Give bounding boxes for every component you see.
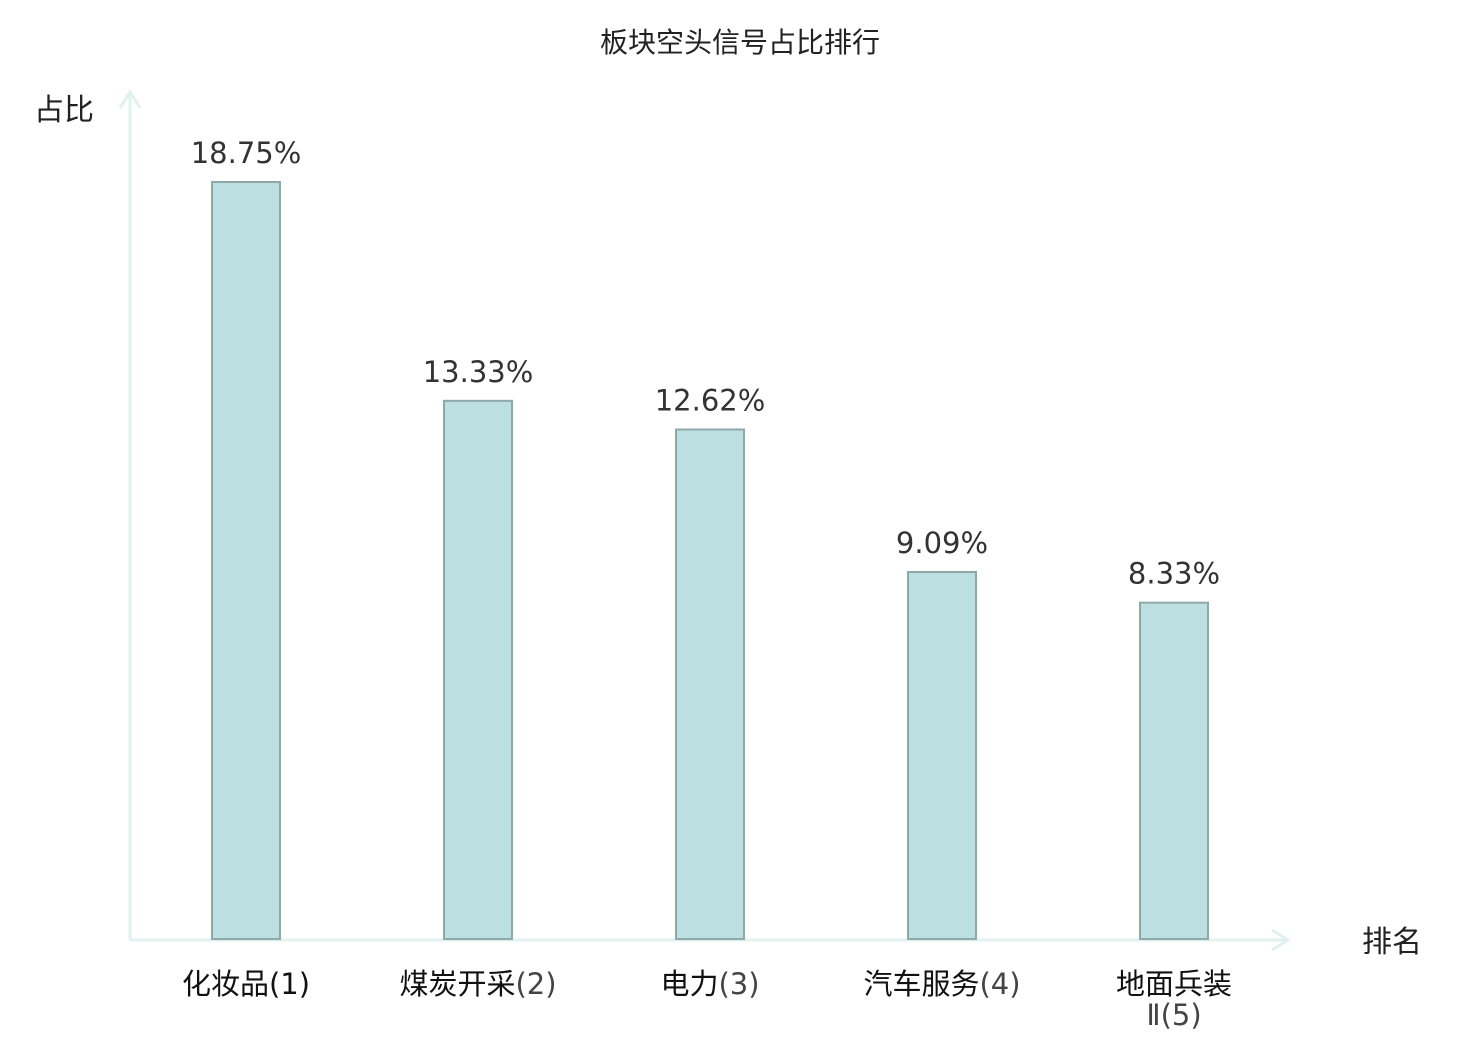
value-label-2: 13.33% <box>423 355 534 389</box>
category-rank-3: (3) <box>718 967 759 1001</box>
bars-group <box>211 181 1209 940</box>
value-labels-group: 18.75% 13.33% 12.62% 9.09% 8.33% <box>191 136 1220 591</box>
x-axis-arrow-icon <box>1271 928 1291 952</box>
value-label-1: 18.75% <box>191 136 302 170</box>
y-axis-arrow-icon <box>118 89 142 109</box>
category-label-3: 电力(3) <box>660 967 759 1001</box>
category-name-3: 电力 <box>660 967 718 1001</box>
bar-1 <box>211 181 281 940</box>
value-label-4: 9.09% <box>896 526 988 560</box>
category-label-5-line2: Ⅱ(5) <box>1146 998 1201 1032</box>
x-axis-label: 排名 <box>1362 925 1422 960</box>
category-label-2: 煤炭开采(2) <box>399 967 556 1001</box>
value-label-5: 8.33% <box>1128 557 1220 591</box>
bar-5 <box>1139 601 1209 940</box>
category-name-line2-5: Ⅱ <box>1146 998 1160 1032</box>
value-label-3: 12.62% <box>655 383 766 417</box>
category-rank-1: (1) <box>269 967 310 1001</box>
bar-2 <box>443 399 513 940</box>
category-rank-2: (2) <box>515 967 556 1001</box>
category-name-4: 汽车服务 <box>863 967 979 1001</box>
category-label-1: 化妆品(1) <box>182 967 310 1001</box>
category-name-1: 化妆品 <box>182 967 269 1001</box>
bar-3 <box>675 428 745 940</box>
bar-4 <box>907 571 977 940</box>
category-name-5: 地面兵装 <box>1116 967 1232 1001</box>
chart-title: 板块空头信号占比排行 <box>600 26 880 59</box>
category-name-2: 煤炭开采 <box>399 967 515 1001</box>
category-label-5: 地面兵装 <box>1116 967 1232 1001</box>
category-rank-4: (4) <box>979 967 1020 1001</box>
category-label-4: 汽车服务(4) <box>863 967 1020 1001</box>
y-axis-label: 占比 <box>34 93 94 128</box>
category-rank-5: (5) <box>1161 998 1202 1032</box>
